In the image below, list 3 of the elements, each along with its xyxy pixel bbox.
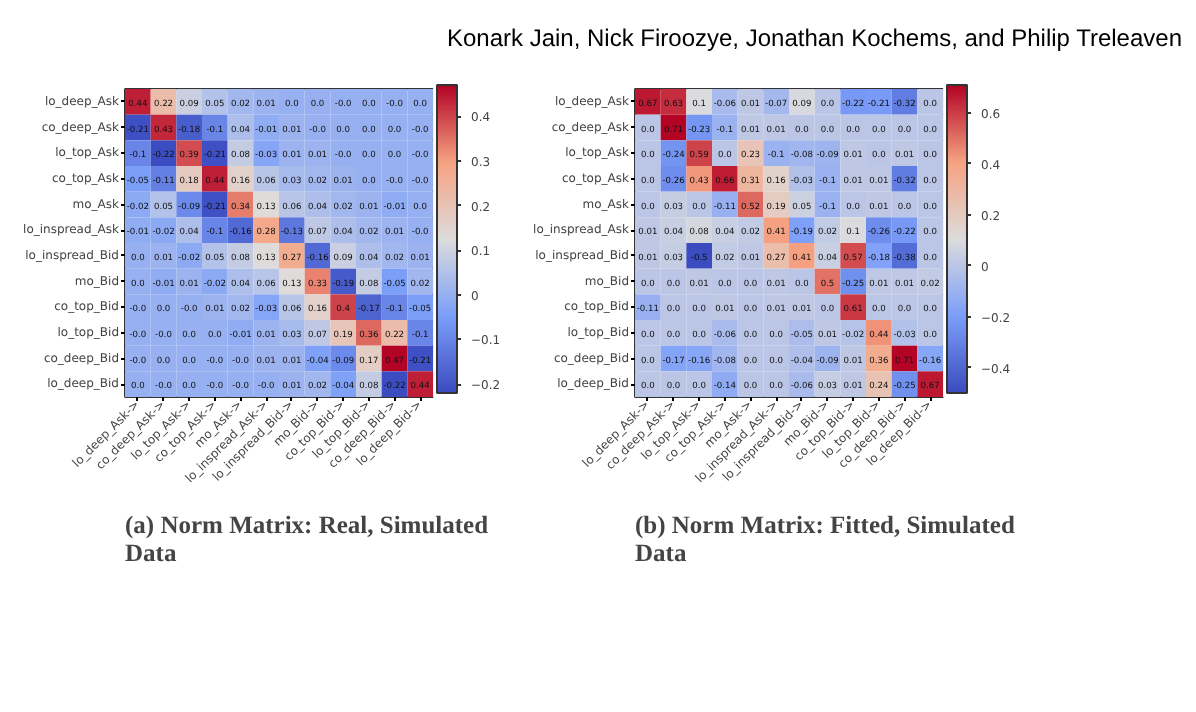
text: Konark Jain, Nick Firoozye, Jonathan Kochems, and Philip Treleaven xyxy=(446,22,1182,56)
text: (b) Norm Matrix: Fitted, Simulated Data xyxy=(635,511,1015,567)
text: (a) Norm Matrix: Real, Simulated Data xyxy=(125,511,489,567)
